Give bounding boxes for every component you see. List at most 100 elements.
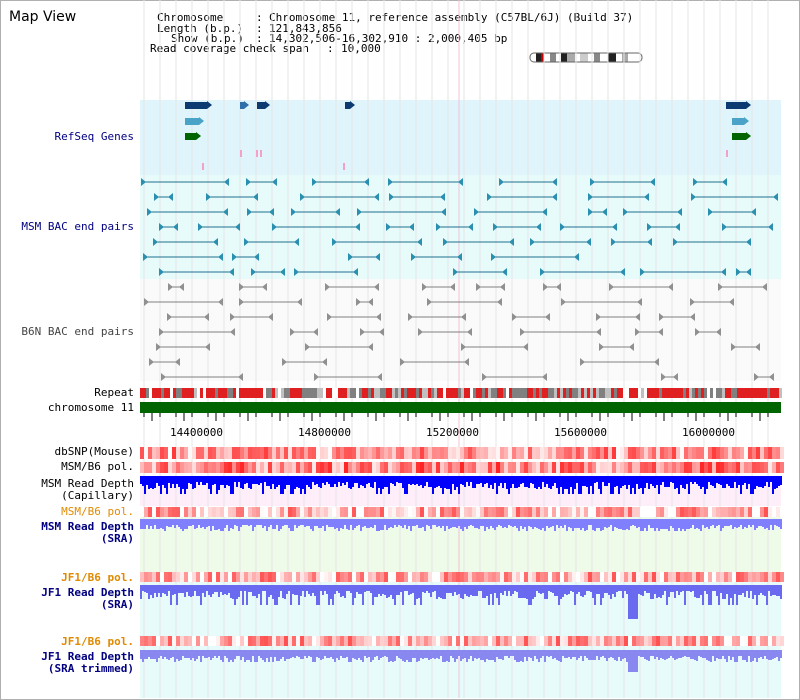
msm-depth-sra-bar [668,519,670,531]
jf1-depth-sra-bar [206,585,208,591]
msm-b6-pol2-heat-cell [248,507,252,517]
repeat-segment [527,388,530,398]
jf1-depth-sra-bar [288,585,290,591]
repeat-segment [614,388,617,398]
jf1-b6-pol2-heat-cell [464,636,468,646]
msm-depth-cap-bar [296,476,298,487]
msm-depth-sra-bar [770,519,772,525]
msm-bac-end-marker [487,193,492,201]
jf1-b6-pol-heat-cell [288,572,292,582]
track-label-msm-bac[interactable]: MSM BAC end pairs [21,220,134,233]
msm-depth-sra-bar [208,519,210,526]
msm-depth-cap-bar [228,476,230,486]
jf1-depth-trim-bar [254,650,256,662]
ideogram-band [588,53,594,62]
msm-b6-pol-heat-cell [632,462,636,473]
msm-bac-end-marker [206,193,211,201]
jf1-depth-trim-bar [570,650,572,659]
msm-b6-pol2-heat-cell [316,507,320,517]
jf1-depth-sra-bar [760,585,762,593]
msm-depth-sra-bar [176,519,178,525]
dbsnp-heat-cell [336,447,340,459]
jf1-b6-pol2-heat-cell [420,636,424,646]
dbsnp-heat-cell [316,447,320,459]
jf1-depth-trim-bar [186,650,188,658]
msm-depth-sra-bar [344,519,346,525]
msm-b6-pol-heat-cell [276,462,280,473]
msm-depth-cap-bar [638,476,640,489]
msm-b6-pol2-heat-cell [140,507,144,517]
msm-depth-cap-bar [550,476,552,489]
msm-bac-end-marker [332,238,337,246]
b6n-bac-end-marker [482,373,487,381]
jf1-depth-trim-bar [462,650,464,659]
dbsnp-heat-cell [420,447,424,459]
dbsnp-heat-cell [572,447,576,459]
msm-depth-cap-bar [508,476,510,494]
track-label-refseq[interactable]: RefSeq Genes [54,130,134,143]
msm-depth-cap-bar [736,476,738,488]
track-label-msm-depth-sra-2: (SRA) [100,532,134,545]
msm-depth-cap-bar [662,476,664,482]
msm-depth-cap-bar [284,476,286,489]
msm-b6-pol-heat-cell [352,462,356,473]
jf1-b6-pol-heat-cell [668,572,672,582]
jf1-depth-sra-bar [700,585,702,595]
msm-bac-end-marker [536,223,541,231]
msm-bac-end-marker [588,208,593,216]
track-label-b6n-bac[interactable]: B6N BAC end pairs [21,325,134,338]
repeat-segment [638,388,641,398]
jf1-depth-trim-bar [752,650,754,661]
jf1-b6-pol-heat-cell [492,572,496,582]
msm-b6-pol2-heat-cell [584,507,588,517]
msm-bac-end-marker [491,253,496,261]
repeat-segment [779,388,782,398]
jf1-depth-trim-bar [252,650,254,656]
repeat-segment [650,388,653,398]
msm-depth-sra-bar [386,519,388,530]
jf1-depth-sra-bar [762,585,764,595]
msm-depth-sra-bar [466,519,468,529]
jf1-depth-trim-bar [550,650,552,656]
msm-depth-cap-bar [302,476,304,489]
jf1-depth-sra-bar [682,585,684,591]
msm-depth-cap-bar [294,476,296,489]
jf1-depth-sra-bar [554,585,556,596]
b6n-bac-end-marker [144,298,149,306]
msm-depth-cap-bar [300,476,302,494]
msm-b6-pol-heat-cell [540,462,544,473]
repeat-segment [629,388,632,398]
msm-depth-sra-bar [646,519,648,531]
msm-bac-end-marker [644,193,649,201]
jf1-depth-trim-bar [366,650,368,658]
dbsnp-heat-cell [680,447,684,459]
repeat-segment [545,388,548,398]
jf1-depth-sra-bar [188,585,190,596]
msm-bac-end-marker [235,223,240,231]
jf1-depth-sra-bar [208,585,210,595]
msm-b6-pol2-heat-cell [660,507,664,517]
msm-b6-pol-heat-cell [488,462,492,473]
msm-depth-sra-bar [666,519,668,529]
msm-depth-cap-bar [384,476,386,487]
jf1-b6-pol2-heat-cell [412,636,416,646]
repeat-segment [335,388,338,398]
jf1-b6-pol2-heat-cell [220,636,224,646]
jf1-b6-pol-heat-cell [612,572,616,582]
msm-depth-cap-bar [488,476,490,488]
repeat-segment [344,388,347,398]
repeat-segment [533,388,536,398]
msm-depth-sra-bar [470,519,472,525]
msm-depth-sra-bar [738,519,740,527]
msm-depth-cap-bar [226,476,228,485]
jf1-depth-trim-bar [184,650,186,658]
msm-b6-pol-heat-cell [676,462,680,473]
msm-b6-pol2-heat-cell [776,507,780,517]
b6n-bac-end-marker [497,298,502,306]
msm-depth-sra-bar [774,519,776,525]
jf1-depth-sra-bar [440,585,442,598]
jf1-b6-pol2-heat-cell [448,636,452,646]
jf1-depth-trim-bar [350,650,352,662]
msm-bac-end-marker [691,193,696,201]
